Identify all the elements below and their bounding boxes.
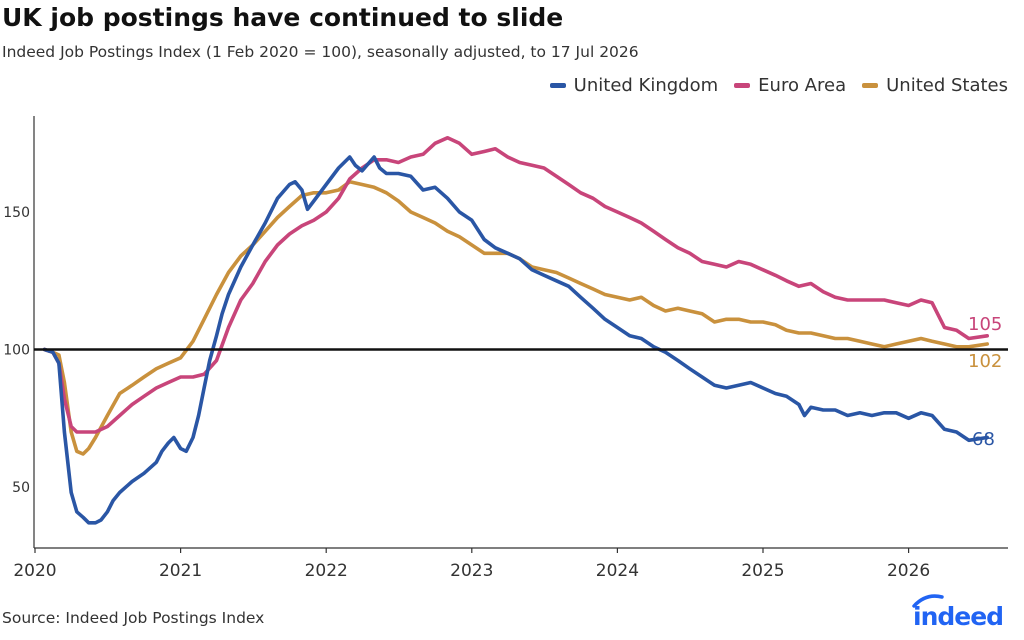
legend-swatch-uk	[549, 83, 566, 88]
legend: United Kingdom Euro Area United States	[534, 75, 1008, 96]
end-label-euro-area: 105	[968, 314, 1002, 335]
legend-label-euro-area: Euro Area	[758, 75, 847, 96]
indeed-logo-arc	[912, 594, 944, 608]
legend-label-us: United States	[886, 75, 1008, 96]
end-label-us: 102	[968, 351, 1002, 372]
legend-swatch-euro-area	[734, 83, 751, 88]
indeed-logo: indeed	[912, 594, 1004, 630]
legend-item-us: United States	[862, 75, 1008, 96]
chart-subtitle: Indeed Job Postings Index (1 Feb 2020 = …	[2, 43, 639, 61]
indeed-logo-wordmark: indeed	[913, 602, 1003, 630]
x-tick-label-2022: 2022	[305, 561, 348, 581]
series-line-us	[42, 180, 989, 456]
x-tick-label-2020: 2020	[13, 561, 56, 581]
source-note: Source: Indeed Job Postings Index	[2, 609, 265, 627]
series-line-uk	[42, 155, 989, 525]
end-label-uk: 68	[972, 429, 995, 450]
x-tick-label-2026: 2026	[887, 561, 930, 581]
x-tick-label-2023: 2023	[450, 561, 493, 581]
x-tick-label-2024: 2024	[596, 561, 639, 581]
chart-title: UK job postings have continued to slide	[2, 3, 564, 32]
x-tick-label-2025: 2025	[741, 561, 784, 581]
legend-item-euro-area: Euro Area	[734, 75, 846, 96]
y-tick-label-50: 50	[12, 480, 30, 496]
x-tick-label-2021: 2021	[159, 561, 202, 581]
legend-swatch-us	[862, 83, 879, 88]
legend-label-uk: United Kingdom	[573, 75, 719, 96]
y-tick-label-150: 150	[3, 205, 30, 221]
series-line-euro-area	[42, 136, 989, 434]
legend-item-uk: United Kingdom	[549, 75, 719, 96]
y-tick-label-100: 100	[3, 343, 30, 359]
